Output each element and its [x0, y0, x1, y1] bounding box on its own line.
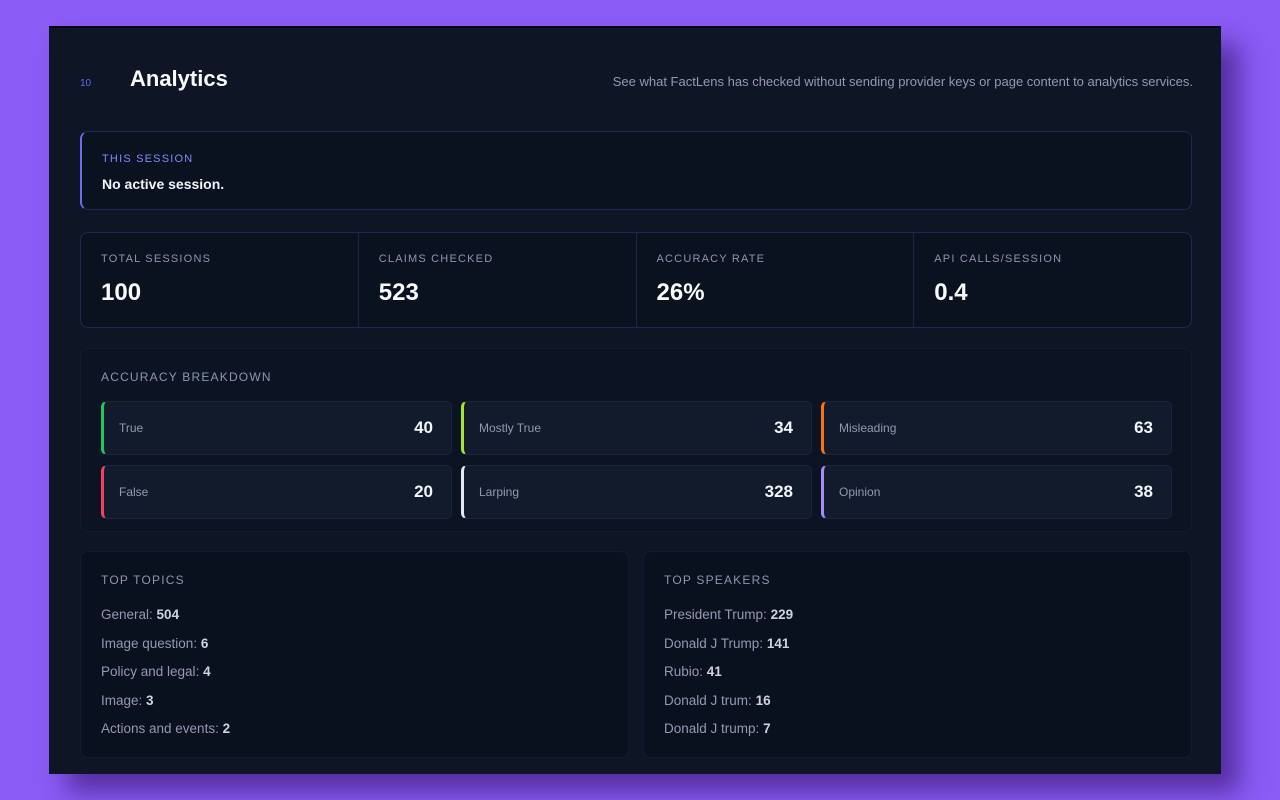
tile-count: 20 — [414, 482, 433, 501]
topic-name: General — [101, 607, 150, 622]
page-header: 10 Analytics See what FactLens has check… — [49, 28, 1221, 128]
stat-total-sessions: TOTAL SESSIONS 100 — [81, 233, 359, 327]
stat-value: 0.4 — [934, 279, 968, 306]
stat-accuracy-rate: ACCURACY RATE 26% — [637, 233, 915, 327]
accuracy-breakdown-card: ACCURACY BREAKDOWN True 40 Mostly True 3… — [80, 348, 1192, 532]
speaker-count: 141 — [766, 635, 790, 651]
top-topics-card: TOP TOPICS General: 504 Image question: … — [80, 551, 629, 758]
speakers-title: TOP SPEAKERS — [664, 573, 771, 587]
stats-row: TOTAL SESSIONS 100 CLAIMS CHECKED 523 AC… — [80, 232, 1192, 328]
tile-count: 63 — [1134, 418, 1153, 437]
page-title: Analytics — [130, 66, 228, 91]
breakdown-tile-true: True 40 — [101, 401, 452, 455]
speaker-count: 229 — [770, 607, 794, 622]
topic-name: Actions and events — [101, 721, 216, 737]
tile-label: Misleading — [839, 421, 897, 435]
topics-list: General: 504 Image question: 6 Policy an… — [101, 607, 230, 750]
breakdown-tile-misleading: Misleading 63 — [821, 401, 1172, 455]
section-index: 10 — [80, 78, 92, 89]
tile-label: Opinion — [839, 485, 881, 499]
stat-label: CLAIMS CHECKED — [378, 253, 494, 265]
list-item: Image question: 6 — [101, 635, 209, 651]
tile-count: 34 — [774, 418, 793, 437]
session-status: No active session. — [102, 176, 225, 192]
speaker-name: Donald J trump — [664, 721, 756, 737]
stat-value: 523 — [378, 279, 419, 306]
stat-label: ACCURACY RATE — [656, 253, 766, 265]
breakdown-tile-opinion: Opinion 38 — [821, 465, 1172, 519]
tile-label: Larping — [479, 485, 520, 499]
breakdown-tile-larping: Larping 328 — [461, 465, 812, 519]
topics-title: TOP TOPICS — [101, 573, 185, 587]
breakdown-grid: True 40 Mostly True 34 Misleading 63 Fal… — [101, 401, 1172, 519]
topic-count: 6 — [200, 635, 209, 651]
breakdown-title: ACCURACY BREAKDOWN — [101, 370, 272, 384]
analytics-window: 10 Analytics See what FactLens has check… — [49, 26, 1221, 774]
speaker-name: Donald J Trump — [664, 635, 760, 651]
list-item: Donald J Trump: 141 — [664, 635, 790, 651]
breakdown-tile-false: False 20 — [101, 465, 452, 519]
tile-count: 40 — [414, 418, 433, 437]
stat-api-calls: API CALLS/SESSION 0.4 — [914, 233, 1191, 327]
session-label: THIS SESSION — [102, 153, 194, 165]
stat-value: 26% — [656, 279, 705, 306]
tile-label: True — [119, 421, 144, 435]
breakdown-tile-mostly-true: Mostly True 34 — [461, 401, 812, 455]
speaker-name: Donald J trum — [664, 692, 749, 708]
topic-name: Image — [101, 692, 139, 708]
topic-count: 2 — [222, 721, 231, 737]
speaker-count: 41 — [706, 664, 722, 680]
this-session-card: THIS SESSION No active session. — [80, 131, 1192, 210]
page-description: See what FactLens has checked without se… — [612, 74, 1193, 89]
speaker-name: Rubio — [664, 664, 700, 680]
stat-claims-checked: CLAIMS CHECKED 523 — [359, 233, 637, 327]
list-item: General: 504 — [101, 607, 180, 622]
list-item: Donald J trump: 7 — [664, 721, 771, 737]
stat-label: TOTAL SESSIONS — [101, 253, 212, 265]
tile-label: False — [119, 485, 149, 499]
top-speakers-card: TOP SPEAKERS President Trump: 229 Donald… — [643, 551, 1192, 758]
tile-label: Mostly True — [479, 421, 542, 435]
topic-count: 504 — [156, 607, 180, 622]
speakers-list: President Trump: 229 Donald J Trump: 141… — [664, 607, 793, 750]
speaker-count: 7 — [763, 721, 771, 737]
list-item: Rubio: 41 — [664, 664, 722, 680]
stat-value: 100 — [101, 279, 142, 306]
speaker-name: President Trump — [664, 607, 764, 622]
topic-name: Image question — [101, 635, 194, 651]
stat-label: API CALLS/SESSION — [934, 253, 1063, 265]
topic-name: Policy and legal — [101, 664, 196, 680]
topic-count: 3 — [146, 692, 154, 708]
list-item: Actions and events: 2 — [101, 721, 231, 737]
list-item: Donald J trum: 16 — [664, 692, 771, 708]
list-item: Policy and legal: 4 — [101, 664, 211, 680]
tile-count: 328 — [764, 482, 793, 501]
tile-count: 38 — [1134, 482, 1153, 501]
speaker-count: 16 — [755, 692, 771, 708]
list-item: Image: 3 — [101, 692, 154, 708]
list-item: President Trump: 229 — [664, 607, 794, 622]
topic-count: 4 — [203, 664, 211, 680]
